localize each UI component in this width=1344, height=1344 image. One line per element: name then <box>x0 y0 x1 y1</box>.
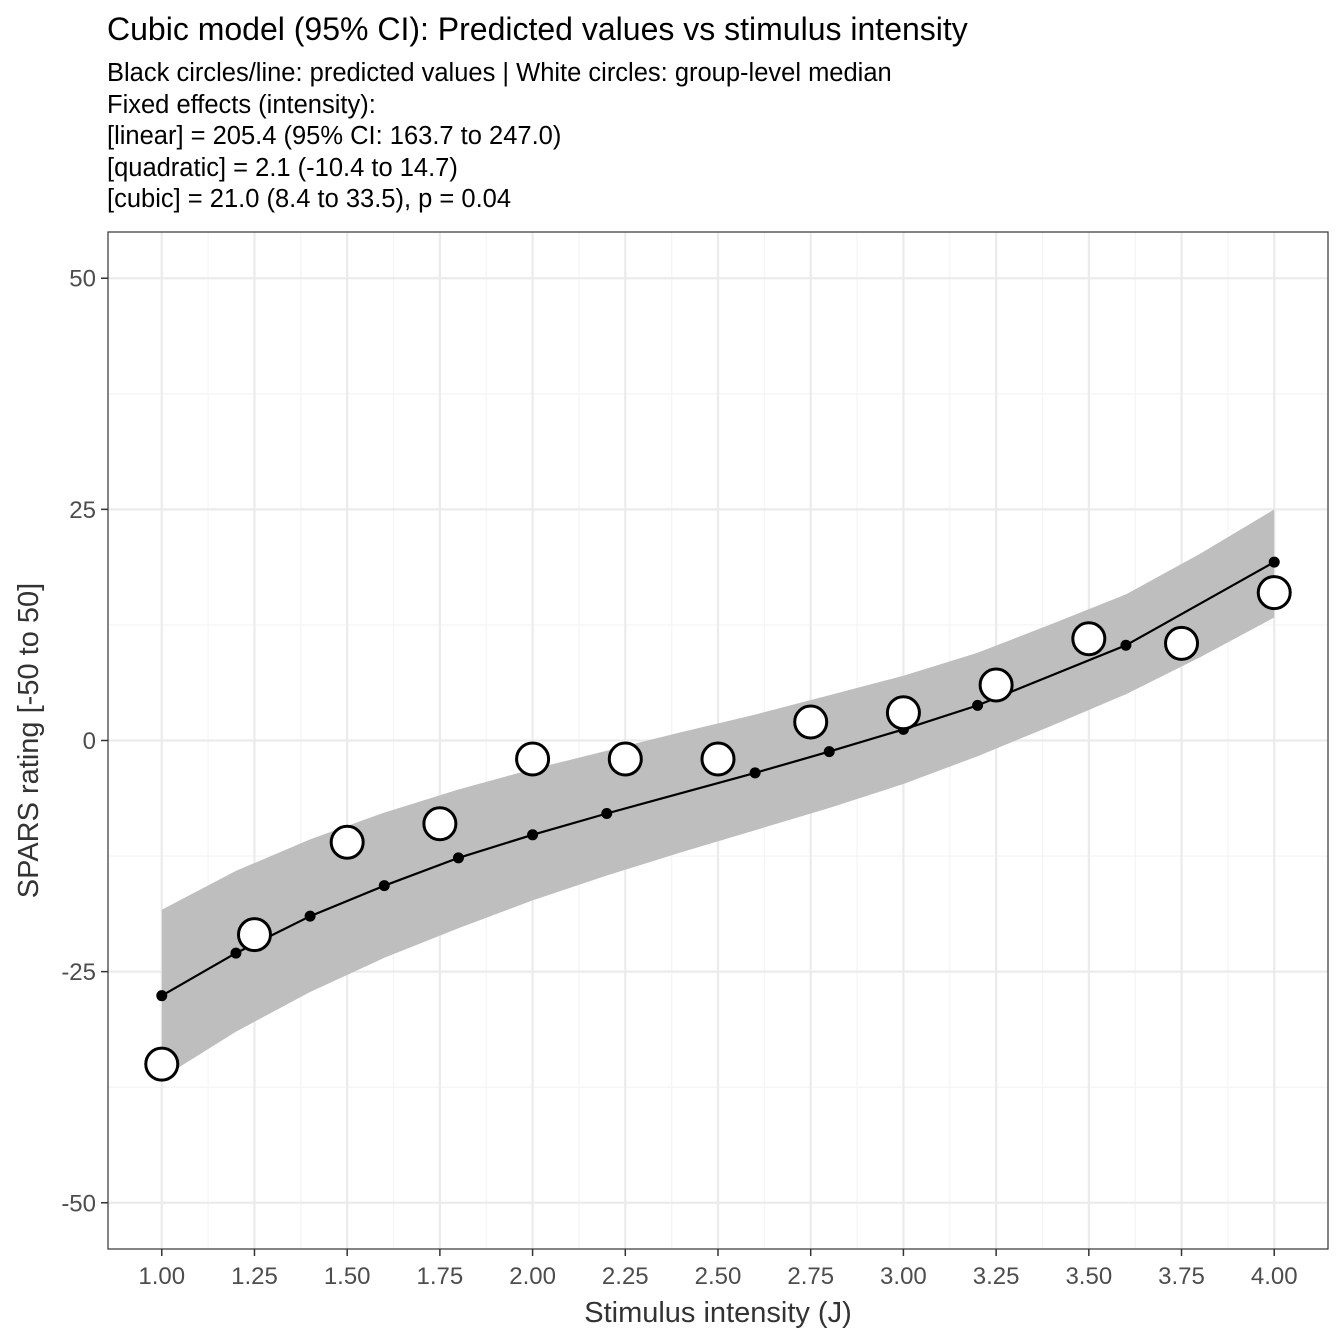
subtitle-line: [cubic] = 21.0 (8.4 to 33.5), p = 0.04 <box>107 185 512 213</box>
predicted-point <box>304 910 316 922</box>
predicted-point <box>823 746 835 758</box>
median-point <box>700 741 736 777</box>
median-point <box>1164 625 1200 661</box>
predicted-point <box>1120 639 1132 651</box>
chart-title: Cubic model (95% CI): Predicted values v… <box>107 11 968 47</box>
median-point <box>329 824 365 860</box>
median-point <box>422 806 458 842</box>
median-point <box>607 741 643 777</box>
predicted-point <box>1268 556 1280 568</box>
x-tick-label: 2.75 <box>787 1263 834 1290</box>
x-tick-label: 3.00 <box>880 1263 927 1290</box>
y-axis: -50 -25 0 25 50 <box>61 266 108 1217</box>
y-axis-title: SPARS rating [-50 to 50] <box>13 583 45 898</box>
predicted-point <box>972 699 984 711</box>
ci-ribbon <box>161 509 1275 1078</box>
x-tick-label: 1.75 <box>417 1263 464 1290</box>
predicted-point <box>452 852 464 864</box>
x-tick-label: 3.50 <box>1065 1263 1112 1290</box>
predicted-point <box>601 808 613 820</box>
x-tick-label: 1.25 <box>231 1263 278 1290</box>
y-tick-label: 0 <box>83 728 96 755</box>
y-tick-label: 50 <box>69 266 96 293</box>
predicted-point <box>230 947 242 959</box>
median-point <box>978 667 1014 703</box>
predicted-points-layer <box>156 556 1280 1002</box>
median-point <box>144 1046 180 1082</box>
x-tick-label: 2.25 <box>602 1263 649 1290</box>
median-points-layer <box>144 575 1292 1082</box>
ci-ribbon-layer <box>161 509 1275 1078</box>
x-axis: 1.00 1.25 1.50 1.75 2.00 2.25 2.50 2.75 3.00 3.25… <box>138 1249 1298 1290</box>
x-tick-label: 4.00 <box>1251 1263 1298 1290</box>
x-tick-label: 2.00 <box>509 1263 556 1290</box>
x-axis-title: Stimulus intensity (J) <box>584 1297 852 1329</box>
x-tick-label: 2.50 <box>695 1263 742 1290</box>
subtitle-line: Fixed effects (intensity): <box>107 90 376 119</box>
y-tick-label: -25 <box>61 959 96 986</box>
median-point <box>236 917 272 953</box>
predicted-point <box>156 990 168 1002</box>
y-tick-label: -50 <box>61 1190 96 1217</box>
median-point <box>515 741 551 777</box>
subtitle-line: [linear] = 205.4 (95% CI: 163.7 to 247.0… <box>107 122 562 150</box>
subtitle-line: [quadratic] = 2.1 (-10.4 to 14.7) <box>107 153 458 182</box>
x-tick-label: 1.00 <box>138 1263 185 1290</box>
predicted-point <box>378 880 390 892</box>
median-point <box>1071 621 1107 657</box>
median-point <box>793 704 829 740</box>
x-tick-label: 3.25 <box>973 1263 1020 1290</box>
median-point <box>885 695 921 731</box>
chart-subtitle: Black circles/line: predicted values | W… <box>107 58 892 216</box>
subtitle-line: Black circles/line: predicted values | W… <box>107 59 892 87</box>
x-tick-label: 3.75 <box>1158 1263 1205 1290</box>
y-tick-label: 25 <box>69 497 96 524</box>
x-tick-label: 1.50 <box>324 1263 371 1290</box>
predicted-point <box>749 767 761 779</box>
median-point <box>1256 575 1292 611</box>
predicted-point <box>527 829 539 841</box>
